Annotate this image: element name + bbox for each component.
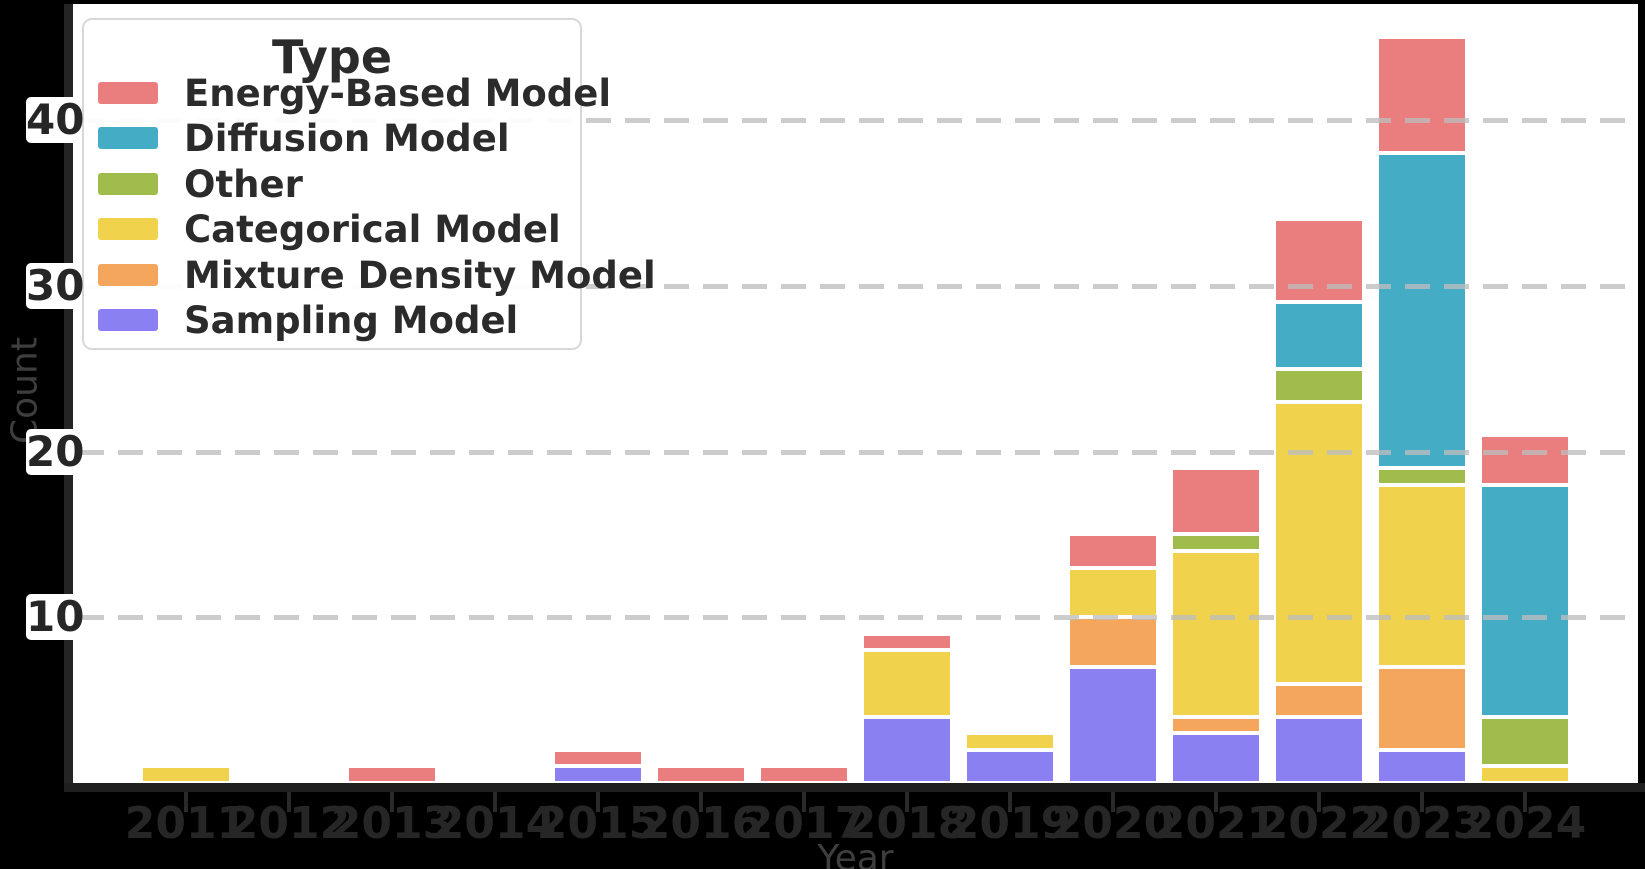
- legend-swatch-icon: [98, 127, 158, 150]
- legend-item-label: Energy-Based Model: [184, 72, 612, 115]
- bar-2024-diffusion-model: [1480, 484, 1570, 717]
- gridline-10: [79, 615, 1638, 621]
- y-tick-label-30: 30: [26, 260, 85, 310]
- bar-2021-energy-based-model: [1171, 468, 1261, 535]
- bar-2022-categorical-model: [1274, 401, 1364, 684]
- legend: Type Energy-Based Model Diffusion Model Ot…: [82, 18, 656, 350]
- x-tick-mark-2014: [493, 792, 497, 812]
- x-tick-mark-2011: [184, 792, 188, 812]
- x-tick-label-2016: 2016: [639, 798, 763, 849]
- bar-2011-categorical-model: [141, 766, 231, 783]
- x-tick-label-2022: 2022: [1257, 798, 1381, 849]
- legend-item-label: Categorical Model: [184, 208, 561, 252]
- legend-swatch-icon: [98, 218, 158, 241]
- x-tick-label-2023: 2023: [1360, 798, 1484, 849]
- x-tick-label-2017: 2017: [742, 798, 866, 849]
- x-tick-mark-2013: [390, 792, 394, 812]
- bar-2015-energy-based-model: [553, 749, 643, 767]
- legend-item-sampling-model: Sampling Model: [84, 299, 580, 342]
- legend-item-label: Other: [184, 162, 303, 206]
- bar-2015-sampling-model: [553, 766, 643, 783]
- bar-2023-mixture-density-model: [1377, 666, 1467, 750]
- x-tick-mark-2016: [699, 792, 703, 812]
- bar-2013-energy-based-model: [347, 766, 437, 783]
- x-tick-mark-2015: [596, 792, 600, 812]
- x-tick-label-2013: 2013: [330, 798, 454, 849]
- bar-2017-energy-based-model: [759, 766, 849, 783]
- x-tick-mark-2024: [1523, 792, 1527, 812]
- bar-2024-categorical-model: [1480, 766, 1570, 783]
- bar-2021-mixture-density-model: [1171, 716, 1261, 734]
- bar-2020-mixture-density-model: [1068, 617, 1158, 667]
- bar-2020-categorical-model: [1068, 567, 1158, 618]
- legend-swatch-icon: [98, 172, 158, 195]
- x-tick-label-2012: 2012: [227, 798, 351, 849]
- bar-2018-categorical-model: [862, 650, 952, 717]
- x-tick-mark-2019: [1008, 792, 1012, 812]
- x-tick-label-2020: 2020: [1051, 798, 1175, 849]
- x-tick-label-2024: 2024: [1463, 798, 1587, 849]
- x-tick-mark-2023: [1420, 792, 1424, 812]
- bar-2024-other: [1480, 716, 1570, 767]
- bar-2023-energy-based-model: [1377, 37, 1467, 154]
- legend-swatch-icon: [98, 263, 158, 286]
- x-tick-mark-2020: [1111, 792, 1115, 812]
- bar-2021-other: [1171, 534, 1261, 551]
- x-tick-label-2011: 2011: [124, 798, 248, 849]
- bar-2022-energy-based-model: [1274, 219, 1364, 303]
- bar-2020-sampling-model: [1068, 666, 1158, 783]
- bar-2019-categorical-model: [965, 733, 1055, 750]
- x-tick-label-2019: 2019: [948, 798, 1072, 849]
- x-tick-label-2018: 2018: [845, 798, 969, 849]
- bar-2022-mixture-density-model: [1274, 683, 1364, 717]
- bar-2022-sampling-model: [1274, 716, 1364, 783]
- y-tick-label-10: 10: [26, 592, 85, 642]
- legend-title: Type: [271, 30, 393, 84]
- y-tick-label-20: 20: [26, 426, 85, 476]
- legend-item-label: Diffusion Model: [184, 117, 510, 161]
- legend-swatch-icon: [98, 82, 158, 104]
- bar-2021-sampling-model: [1171, 733, 1261, 783]
- bar-2023-sampling-model: [1377, 749, 1467, 783]
- x-tick-label-2014: 2014: [433, 798, 557, 849]
- legend-item-categorical-model: Categorical Model: [84, 208, 580, 251]
- bar-2018-sampling-model: [862, 716, 952, 783]
- bar-2020-energy-based-model: [1068, 534, 1158, 568]
- y-tick-label-40: 40: [26, 95, 85, 145]
- x-tick-mark-2018: [905, 792, 909, 812]
- bar-2016-energy-based-model: [656, 766, 746, 783]
- x-tick-mark-2021: [1214, 792, 1218, 812]
- bar-2018-energy-based-model: [862, 633, 952, 651]
- legend-item-diffusion-model: Diffusion Model: [84, 117, 580, 160]
- bar-2023-categorical-model: [1377, 484, 1467, 667]
- x-axis-spine: [64, 783, 1645, 792]
- bar-2023-other: [1377, 468, 1467, 485]
- x-tick-label-2015: 2015: [536, 798, 660, 849]
- bar-2023-diffusion-model: [1377, 153, 1467, 469]
- x-tick-mark-2022: [1317, 792, 1321, 812]
- bar-2022-other: [1274, 368, 1364, 402]
- x-axis-label: Year: [817, 838, 894, 869]
- bar-2022-diffusion-model: [1274, 302, 1364, 369]
- bar-2021-categorical-model: [1171, 550, 1261, 717]
- gridline-20: [79, 449, 1638, 455]
- legend-item-label: Sampling Model: [184, 299, 519, 342]
- legend-item-other: Other: [84, 163, 580, 206]
- gridline-30: [79, 283, 1638, 289]
- legend-item-label: Mixture Density Model: [184, 253, 656, 297]
- x-tick-mark-2017: [802, 792, 806, 812]
- legend-item-mixture-density-model: Mixture Density Model: [84, 254, 656, 297]
- gridline-40: [79, 118, 1638, 124]
- y-axis-spine: [64, 4, 73, 792]
- x-tick-mark-2012: [287, 792, 291, 812]
- bar-2019-sampling-model: [965, 749, 1055, 783]
- legend-swatch-icon: [98, 309, 158, 331]
- legend-item-energy-based-model: Energy-Based Model: [84, 72, 611, 115]
- x-tick-label-2021: 2021: [1154, 798, 1278, 849]
- bar-2024-energy-based-model: [1480, 434, 1570, 485]
